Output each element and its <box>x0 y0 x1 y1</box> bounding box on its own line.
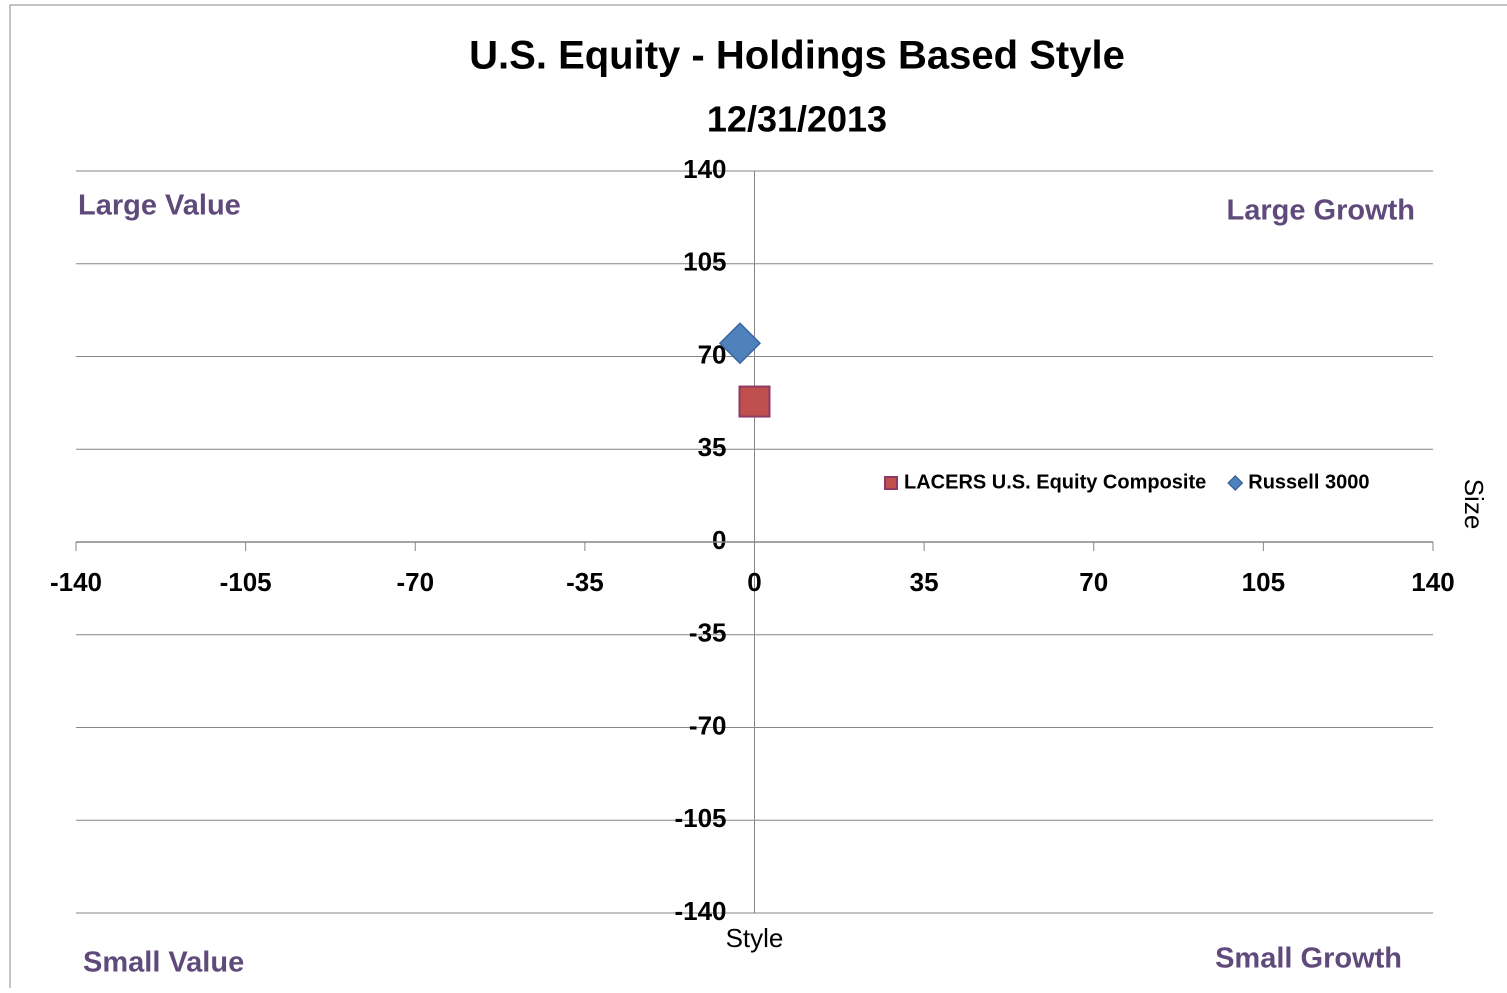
data-point <box>718 322 762 365</box>
legend-label: Russell 3000 <box>1248 471 1369 493</box>
quadrant-label: Small Growth <box>1215 943 1402 975</box>
x-tick-label: -140 <box>50 567 102 597</box>
data-point <box>738 385 771 418</box>
legend-label: LACERS U.S. Equity Composite <box>904 471 1206 493</box>
x-tick-label: 35 <box>910 567 939 597</box>
legend-marker <box>884 476 898 490</box>
x-tick-label: -70 <box>396 567 434 597</box>
x-axis-label: Style <box>726 923 784 953</box>
x-tick-label: 70 <box>1079 567 1108 597</box>
chart-frame <box>9 4 1507 993</box>
y-tick-label: 0 <box>712 525 726 555</box>
quadrant-label: Small Value <box>83 947 244 979</box>
y-tick-label: -35 <box>689 618 727 648</box>
x-tick-label: 105 <box>1242 567 1285 597</box>
y-tick-label: 35 <box>698 432 727 462</box>
y-axis-label: Size <box>1459 479 1489 530</box>
x-tick-label: -105 <box>220 567 272 597</box>
quadrant-label: Large Growth <box>1226 195 1415 227</box>
y-tick-label: 140 <box>683 154 726 184</box>
chart-title: U.S. Equity - Holdings Based Style <box>469 34 1125 78</box>
quadrant-label: Large Value <box>78 190 241 222</box>
chart-subtitle: 12/31/2013 <box>707 99 887 140</box>
x-tick-label: 0 <box>747 567 761 597</box>
x-tick-label: 140 <box>1411 567 1454 597</box>
legend-marker <box>1227 474 1244 492</box>
x-tick-label: -35 <box>566 567 604 597</box>
y-tick-label: -140 <box>674 896 726 926</box>
y-tick-label: -70 <box>689 710 727 740</box>
y-tick-label: -105 <box>674 803 726 833</box>
y-tick-label: 105 <box>683 247 726 277</box>
